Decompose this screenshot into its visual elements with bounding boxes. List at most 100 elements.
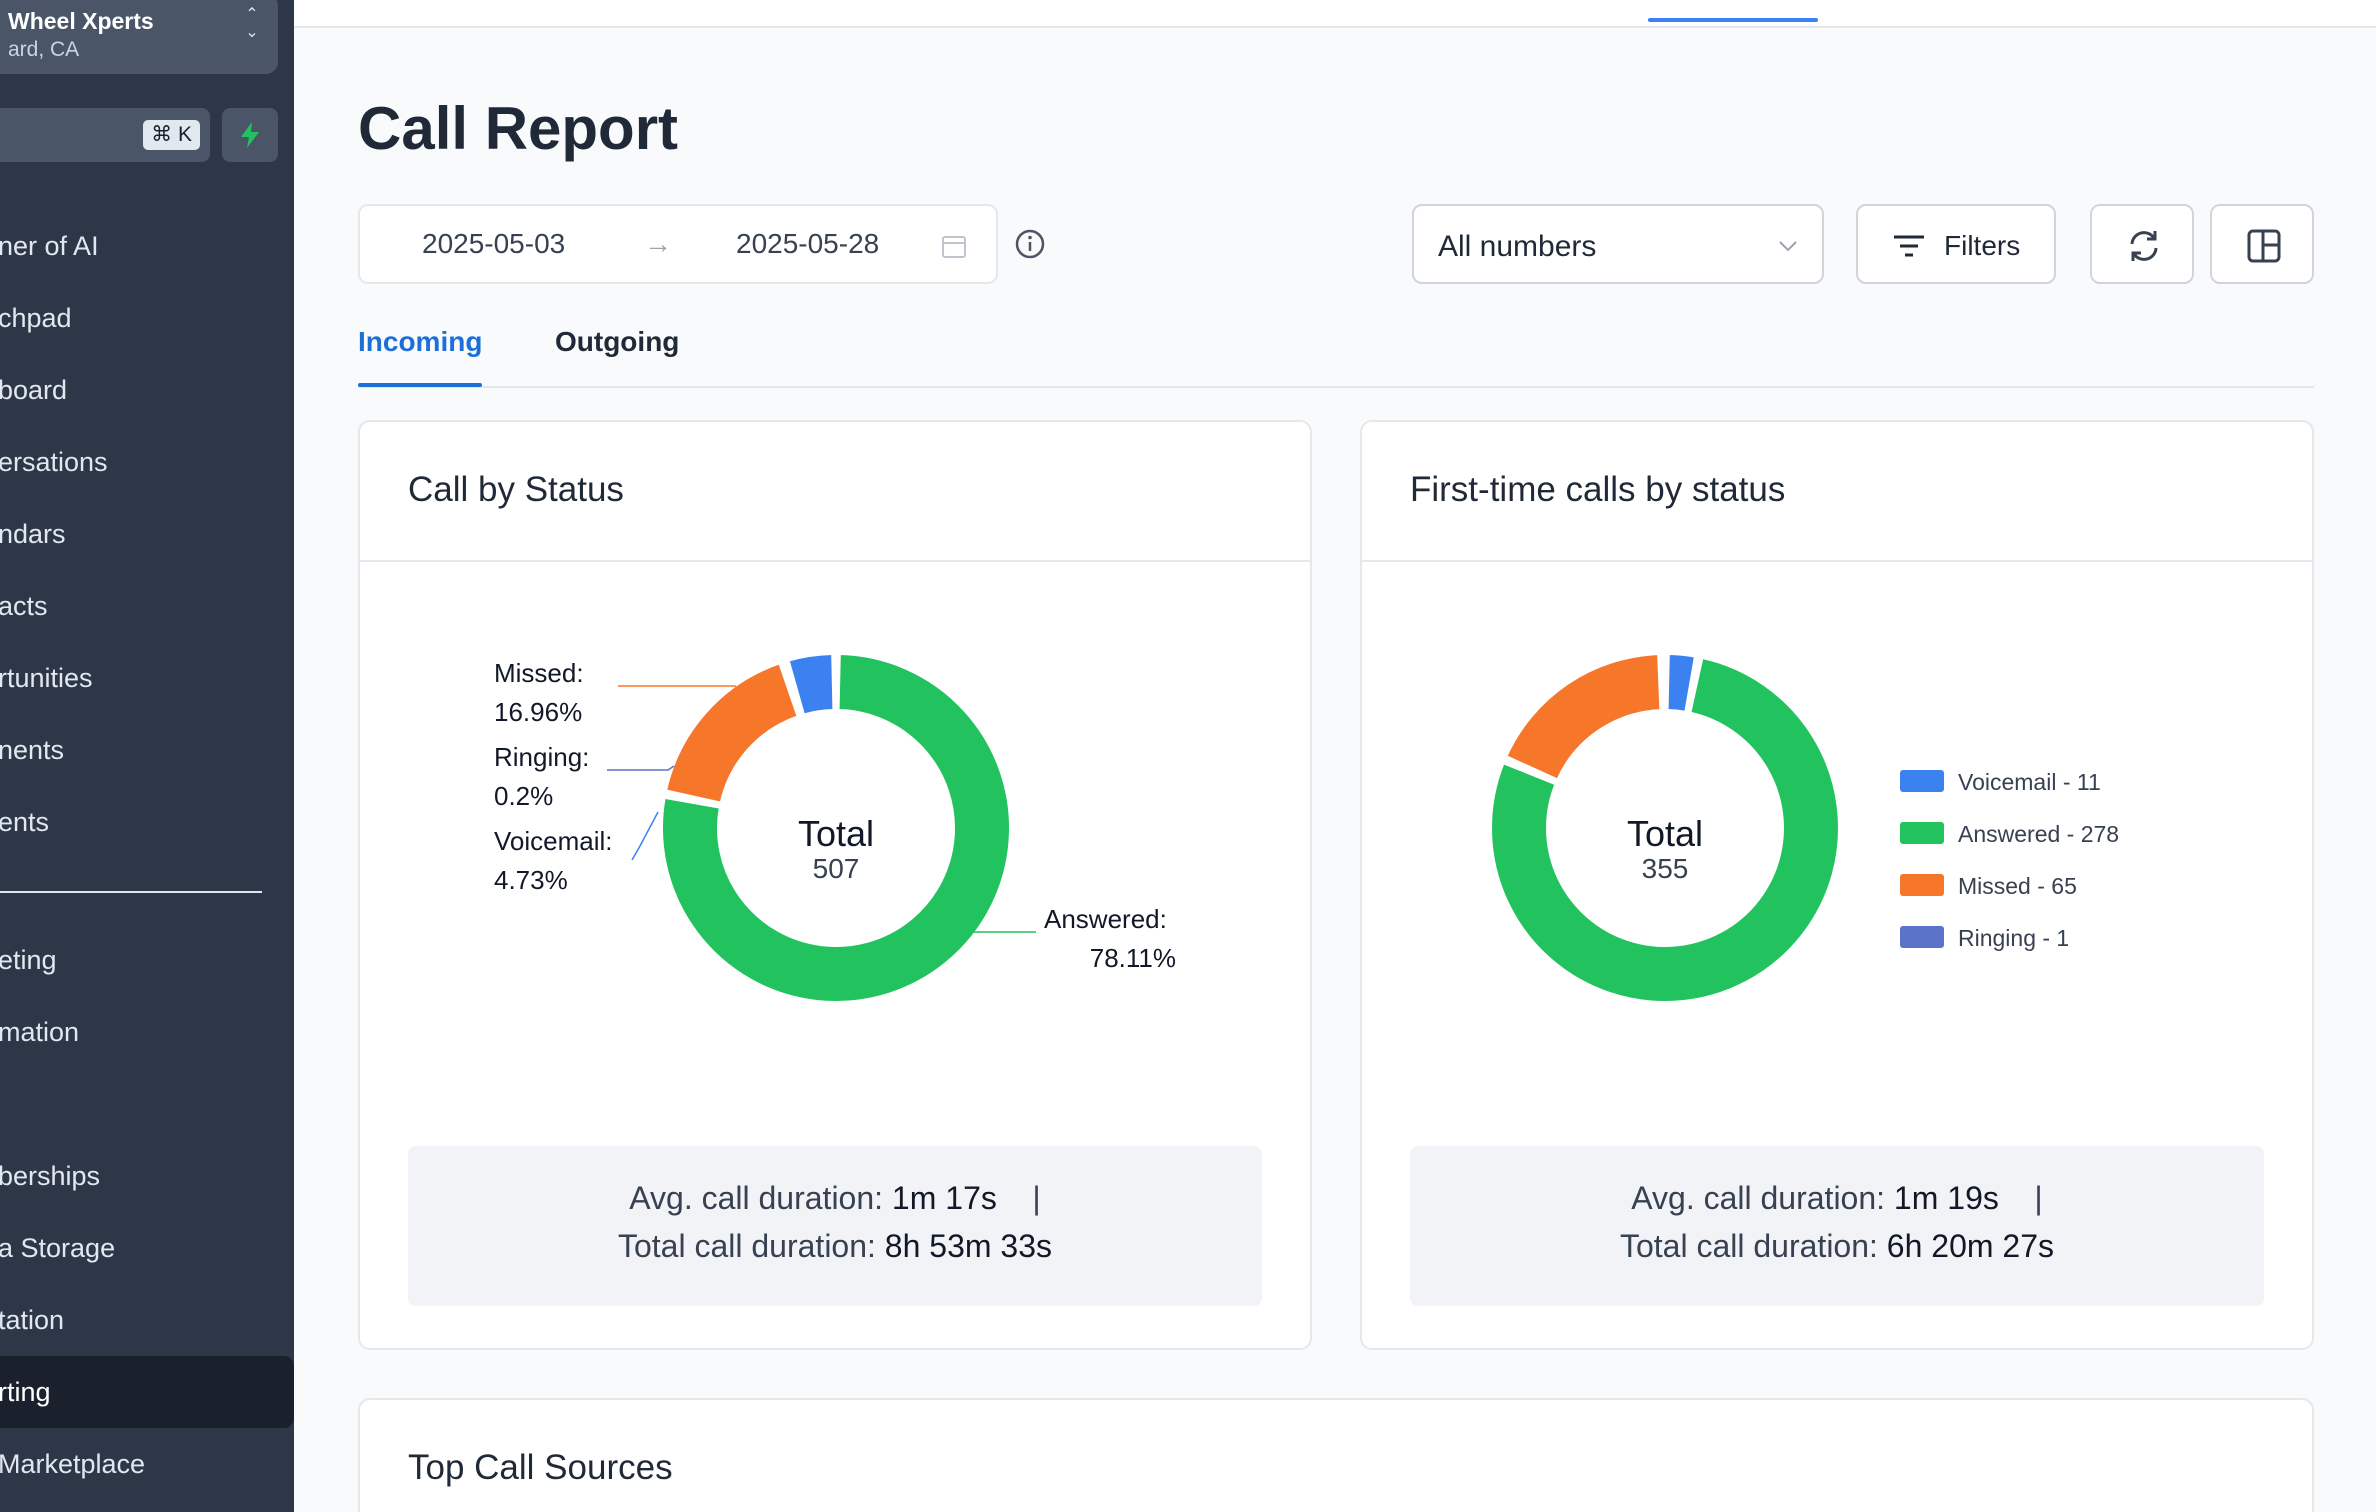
tabs-divider (358, 386, 2314, 388)
label-missed-value: 16.96% (494, 697, 582, 727)
avg-duration-label: Avg. call duration: (1631, 1180, 1886, 1216)
lightning-icon (241, 122, 259, 148)
tab-outgoing[interactable]: Outgoing (555, 326, 680, 357)
search-input[interactable]: ⌘ K (0, 108, 210, 162)
donut-center-value: 355 (1642, 853, 1689, 884)
label-ringing-name: Ringing: (494, 742, 589, 772)
sidebar-item-contacts[interactable]: acts (0, 591, 48, 621)
call-stats-box: Avg. call duration: 1m 17s | Total call … (408, 1146, 1262, 1306)
sidebar-item-media-storage[interactable]: a Storage (0, 1233, 116, 1263)
layout-button[interactable] (2210, 204, 2314, 284)
sidebar-item-memberships[interactable]: berships (0, 1161, 101, 1191)
total-duration-value: 6h 20m 27s (1886, 1228, 2055, 1264)
total-duration-label: Total call duration: (617, 1228, 876, 1264)
sidebar-item-reporting[interactable]: rting (0, 1377, 51, 1407)
sidebar-item-calendars[interactable]: ndars (0, 519, 66, 549)
card-title: Top Call Sources (408, 1448, 673, 1487)
leader-line-ringing (607, 765, 675, 771)
legend-ringing: Ringing - 1 (1958, 925, 2069, 951)
legend-missed: Missed - 65 (1958, 873, 2077, 899)
donut-slice-ringing[interactable] (1661, 653, 1666, 712)
sidebar-item-launchpad[interactable]: chpad (0, 303, 72, 333)
call-stats-box: Avg. call duration: 1m 19s | Total call … (1410, 1146, 2264, 1306)
first-time-calls-card: First-time calls by status Total 355 Voi… (1360, 420, 2314, 1350)
sidebar-item-automation[interactable]: mation (0, 1017, 80, 1047)
avg-duration-label: Avg. call duration: (629, 1180, 884, 1216)
donut-slice-voicemail[interactable] (787, 653, 835, 716)
sidebar-divider (0, 891, 262, 893)
sidebar-item-conversations[interactable]: ersations (0, 447, 108, 477)
card-title: Call by Status (408, 470, 624, 509)
donut-center-label: Total (1627, 813, 1703, 854)
calendar-icon (942, 236, 966, 258)
total-duration-line: Total call duration: 6h 20m 27s (1410, 1228, 2264, 1265)
arrow-right-icon: → (644, 228, 672, 259)
leader-line-missed (618, 685, 746, 697)
label-voicemail-value: 4.73% (494, 865, 568, 895)
legend-voicemail: Voicemail - 11 (1958, 769, 2101, 795)
leader-line-voicemail (631, 811, 659, 861)
date-end[interactable]: 2025-05-28 (736, 228, 880, 259)
leader-line-answered (951, 917, 1036, 933)
donut-center-value: 507 (813, 853, 860, 884)
sidebar-item-dashboard[interactable]: board (0, 375, 68, 405)
top-bar (294, 0, 2376, 28)
first-time-calls-chart: Total 355 Voicemail - 11 Answered - 278 … (1490, 653, 2119, 1003)
donut-slice-answered[interactable] (1490, 657, 1840, 1003)
donut-slice-missed[interactable] (665, 662, 799, 804)
sidebar-active-highlight (0, 1356, 294, 1428)
chevron-down-icon (1779, 241, 1797, 252)
top-call-sources-card: Top Call Sources (358, 1398, 2314, 1512)
filter-lines-icon (1894, 235, 1924, 257)
shortcut-badge: ⌘ K (143, 120, 200, 150)
location-switcher[interactable]: Wheel Xperts ard, CA ⌃ ⌄ (0, 0, 278, 74)
sidebar: Wheel Xperts ard, CA ⌃ ⌄ ⌘ K ner of AI ch… (0, 0, 294, 1512)
donut-slice-missed[interactable] (1505, 653, 1662, 781)
total-duration-value: 8h 53m 33s (884, 1228, 1053, 1264)
label-voicemail-name: Voicemail: (494, 826, 613, 856)
refresh-icon (2130, 231, 2158, 261)
label-answered-value: 78.11% (1090, 943, 1176, 973)
call-by-status-card: Call by Status Total 507 Missed: 16.96% … (358, 420, 1312, 1350)
filters-button[interactable]: Filters (1856, 204, 2056, 284)
sidebar-item-reputation[interactable]: tation (0, 1305, 65, 1335)
total-duration-line: Total call duration: 8h 53m 33s (408, 1228, 1262, 1265)
legend-answered: Answered - 278 (1958, 821, 2119, 847)
sidebar-item-marketing[interactable]: eting (0, 945, 57, 975)
refresh-button[interactable] (2090, 204, 2194, 284)
sidebar-item-ai[interactable]: ner of AI (0, 231, 99, 261)
avg-duration-value: 1m 19s (1893, 1180, 1999, 1216)
location-name: Wheel Xperts (8, 8, 154, 34)
label-answered-name: Answered: (1044, 904, 1167, 934)
tab-incoming[interactable]: Incoming (358, 326, 483, 357)
stat-separator: | (1005, 1180, 1041, 1216)
donut-slice-answered[interactable] (661, 653, 1011, 1003)
chevron-up-down-icon: ⌃ ⌄ (245, 6, 259, 41)
sidebar-item-payments[interactable]: nents (0, 735, 65, 765)
label-missed-name: Missed: (494, 658, 584, 688)
date-start[interactable]: 2025-05-03 (422, 228, 566, 259)
avg-duration-line: Avg. call duration: 1m 19s | (1410, 1180, 2264, 1217)
avg-duration-value: 1m 17s (891, 1180, 997, 1216)
donut-slice-ringing[interactable] (782, 660, 803, 717)
active-tab-indicator (358, 383, 482, 387)
top-tab-indicator (1648, 18, 1818, 22)
card-title: First-time calls by status (1410, 470, 1786, 509)
call-by-status-chart: Total 507 Missed: 16.96% Ringing: 0.2% V… (494, 653, 1176, 1003)
quick-action-button[interactable] (222, 108, 278, 162)
layout-grid-icon (2247, 229, 2281, 263)
stat-separator: | (2007, 1180, 2043, 1216)
legend-swatch-missed (1900, 874, 1944, 896)
info-icon[interactable] (1014, 228, 1046, 260)
sidebar-item-opportunities[interactable]: rtunities (0, 663, 93, 693)
legend-swatch-ringing (1900, 926, 1944, 948)
sidebar-item-agents[interactable]: ents (0, 807, 50, 837)
label-ringing-value: 0.2% (494, 781, 553, 811)
location-subtitle: ard, CA (8, 38, 80, 61)
sidebar-item-marketplace[interactable]: Marketplace (0, 1449, 146, 1479)
total-duration-label: Total call duration: (1619, 1228, 1878, 1264)
numbers-select[interactable]: All numbers (1412, 204, 1824, 284)
donut-slice-voicemail[interactable] (1666, 653, 1696, 713)
date-range-picker[interactable]: 2025-05-03 → 2025-05-28 (358, 204, 998, 284)
filters-label: Filters (1944, 230, 2021, 261)
